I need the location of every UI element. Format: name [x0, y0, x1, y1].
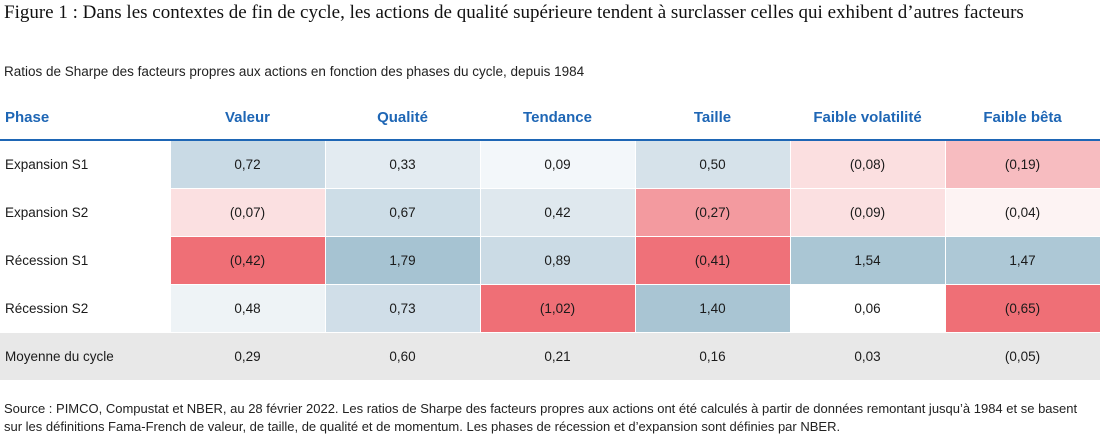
header-tendance: Tendance	[480, 96, 635, 141]
table-cell: (0,04)	[945, 188, 1100, 237]
table-cell: 0,42	[480, 188, 636, 237]
table-cell: 1,40	[635, 284, 791, 333]
table-cell: 0,09	[480, 140, 636, 189]
header-faible-volatilite: Faible volatilité	[790, 96, 945, 141]
table-cell: 1,79	[325, 236, 481, 285]
table-row: Expansion S1 0,72 0,33 0,09 0,50 (0,08) …	[0, 140, 1100, 189]
table-cell: 0,50	[635, 140, 791, 189]
table-cell: (0,65)	[945, 284, 1100, 333]
header-phase: Phase	[0, 96, 170, 141]
table-cell: 0,48	[170, 284, 326, 333]
table-header-row: Phase Valeur Qualité Tendance Taille Fai…	[0, 96, 1100, 141]
table-cell: (0,42)	[170, 236, 326, 285]
average-cell: (0,05)	[945, 332, 1100, 381]
table-cell: 1,54	[790, 236, 946, 285]
average-cell: 0,21	[480, 332, 635, 381]
table-cell: (1,02)	[480, 284, 636, 333]
cycle-average-row: Moyenne du cycle 0,29 0,60 0,21 0,16 0,0…	[0, 332, 1100, 381]
phase-label: Récession S2	[0, 284, 171, 333]
table-cell: (0,41)	[635, 236, 791, 285]
table-row: Récession S2 0,48 0,73 (1,02) 1,40 0,06 …	[0, 284, 1100, 333]
source-note: Source : PIMCO, Compustat et NBER, au 28…	[4, 401, 1078, 434]
average-cell: 0,60	[325, 332, 480, 381]
table-cell: 0,67	[325, 188, 481, 237]
table-cell: 0,33	[325, 140, 481, 189]
header-valeur: Valeur	[170, 96, 325, 141]
table-cell: (0,27)	[635, 188, 791, 237]
table-cell: (0,08)	[790, 140, 946, 189]
table-row: Récession S1 (0,42) 1,79 0,89 (0,41) 1,5…	[0, 236, 1100, 285]
table-cell: 0,06	[790, 284, 946, 333]
phase-label: Expansion S1	[0, 140, 171, 189]
average-cell: 0,16	[635, 332, 790, 381]
table-cell: 0,72	[170, 140, 326, 189]
average-cell: 0,03	[790, 332, 945, 381]
phase-label: Expansion S2	[0, 188, 171, 237]
header-qualite: Qualité	[325, 96, 480, 141]
sharpe-ratio-table: Phase Valeur Qualité Tendance Taille Fai…	[0, 96, 1100, 381]
table-cell: (0,09)	[790, 188, 946, 237]
header-taille: Taille	[635, 96, 790, 141]
figure-subtitle: Ratios de Sharpe des facteurs propres au…	[4, 64, 585, 79]
phase-label: Récession S1	[0, 236, 171, 285]
phase-label: Moyenne du cycle	[0, 332, 170, 381]
table-cell: (0,19)	[945, 140, 1100, 189]
figure-title: Figure 1 : Dans les contextes de fin de …	[4, 2, 1024, 23]
table-cell: (0,07)	[170, 188, 326, 237]
table-cell: 0,73	[325, 284, 481, 333]
header-faible-beta: Faible bêta	[945, 96, 1100, 141]
table-cell: 0,89	[480, 236, 636, 285]
table-row: Expansion S2 (0,07) 0,67 0,42 (0,27) (0,…	[0, 188, 1100, 237]
average-cell: 0,29	[170, 332, 325, 381]
table-cell: 1,47	[945, 236, 1100, 285]
